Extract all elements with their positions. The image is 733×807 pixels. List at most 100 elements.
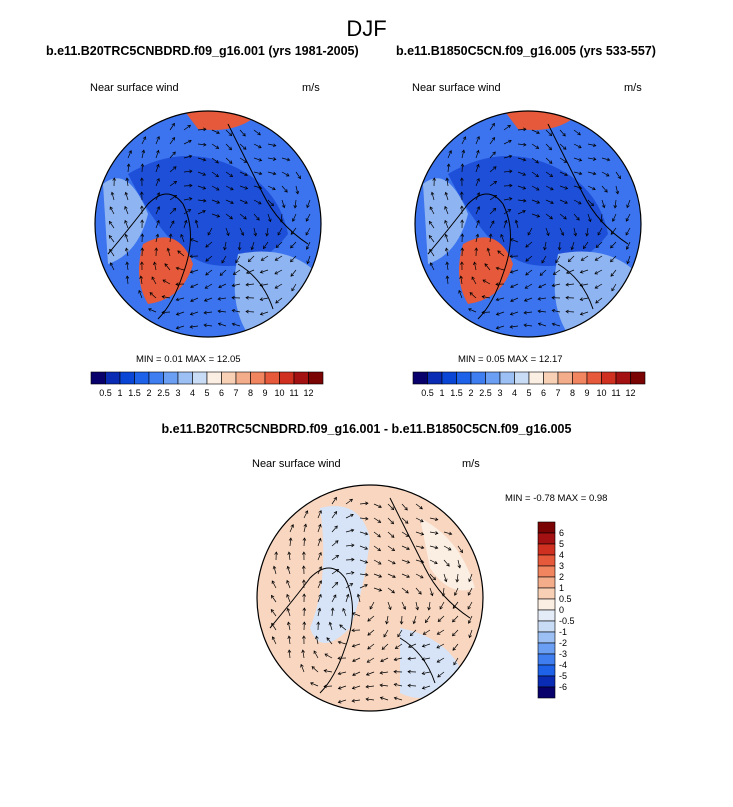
panel-2-colorbar-tick-label: 5 [526,388,531,398]
panel-2-wind-arrowhead [509,324,513,329]
panel-3-wind-arrowhead [379,670,383,675]
panel-2-wind-vector [615,171,621,179]
panel-2-wind-arrowhead [578,201,582,205]
panel-3-wind-arrowhead [366,659,371,663]
panel-3-wind-vector [270,609,277,617]
panel-2-wind-arrowhead [460,163,465,167]
panel-1-wind-vector [239,227,244,236]
panel-3-colorbar-box [537,598,556,611]
panel-2-wind-vector [545,227,549,236]
panel-3-colorbar-box [537,565,556,578]
panel-1-wind-vector [148,308,157,313]
panel-2-wind-arrowhead [579,270,584,274]
panel-2-wind-vector [553,269,561,275]
panel-3-wind-arrowhead [407,669,411,674]
panel-2-wind-vector [484,263,491,271]
panel-1-wind-vector [197,185,206,189]
panel-2-wind-arrowhead [550,186,554,191]
panel-3-colorbar-box [537,587,556,600]
panel-2-wind-vector [475,234,479,243]
panel-1-wind-arrowhead [203,198,207,203]
panel-2-wind-vector [573,143,582,148]
panel-1-wind-vector [295,185,299,194]
panel-1-wind-vector [225,129,232,136]
panel-1-wind-arrowhead [202,186,207,190]
panel-2-wind-vector [559,129,566,137]
panel-2-wind-vector [595,255,603,261]
panel-3-wind-vector [373,531,381,538]
panel-3-wind-arrowhead [274,551,279,555]
panel-3-wind-arrowhead [333,510,338,515]
panel-3-wind-vector [373,517,381,523]
panel-1-wind-vector [190,238,199,243]
panel-1-wind-vector [253,199,262,205]
panel-1-wind-vector [155,220,160,229]
panel-2-wind-vector [444,220,449,229]
panel-1-wind-vector [253,157,262,161]
panel-3-wind-arrowhead [316,621,321,625]
panel-2-wind-arrowhead [552,271,557,275]
panel-2-wind-vector [496,325,505,329]
panel-3-wind-arrowhead [364,583,368,588]
panel-1-wind-vector [232,283,241,287]
panel-3-wind-arrowhead [422,631,427,635]
panel-2-wind-vector [587,157,596,160]
panel-1-wind-arrowhead [231,295,235,300]
panel-3-wind-vector [387,545,395,551]
panel-1-wind-arrowhead [172,207,177,212]
panel-1-wind-arrowhead [202,157,207,162]
panel-3-wind-vector [469,629,473,638]
panel-1-wind-vector [306,199,311,208]
panel-3-wind-vector [452,615,459,623]
panel-1-wind-vector [253,129,261,136]
panel-3-wind-arrowhead [352,658,356,663]
panel-3-wind-vector [468,615,473,624]
panel-1-wind-vector [275,241,283,248]
panel-2-wind-vector [531,143,539,149]
panel-2-wind-vector [460,276,463,285]
panel-1-wind-arrowhead [286,157,291,162]
panel-2-wind-vector [531,185,540,191]
panel-3-wind-vector [373,503,382,508]
panel-2-wind-vector [595,297,603,304]
panel-2-wind-vector [594,283,603,289]
panel-2-min-value: 0.05 [486,354,505,365]
panel-2-wind-arrowhead [611,287,615,292]
panel-2-wind-vector [461,163,463,173]
panel-2-wind-arrowhead [429,262,434,266]
panel-3-field-label: Near surface wind [252,458,341,470]
panel-3-wind-arrowhead [390,506,395,511]
panel-1-wind-arrowhead [151,276,155,281]
panel-3-wind-arrowhead [365,697,369,702]
panel-1-wind-arrowhead [217,309,221,314]
panel-1-wind-vector [155,206,160,215]
panel-2-wind-arrowhead [570,246,575,251]
panel-2-wind-vector [525,255,533,262]
panel-1-wind-vector [141,150,145,159]
panel-2-wind-vector [545,157,553,164]
panel-2-wind-vector [517,171,526,176]
panel-1-wind-vector [126,178,129,187]
panel-1-wind-arrowhead [215,159,219,164]
panel-3-wind-vector [286,594,291,603]
panel-1-wind-arrowhead [142,136,147,140]
panel-3-wind-arrowhead [310,682,314,686]
panel-2-wind-arrowhead [565,295,569,300]
panel-1-wind-arrowhead [272,157,277,161]
panel-2-wind-arrowhead [548,132,553,137]
panel-1-wind-arrowhead [215,187,220,191]
panel-1-wind-vector [305,227,311,236]
panel-3-wind-arrowhead [393,657,398,662]
panel-1-colorbar-tick-label: 12 [303,388,313,398]
panel-2-wind-vector [503,209,511,215]
panel-2-wind-arrowhead [563,216,567,220]
panel-1-wind-vector [218,310,227,313]
panel-1-wind-vector [197,210,206,215]
panel-2-wind-vector [559,185,568,190]
panel-2-wind-vector [544,241,547,250]
panel-1-wind-vector [197,128,206,131]
panel-1-wind-vector [169,166,177,173]
panel-1-wind-arrowhead [161,295,166,299]
panel-1-wind-arrowhead [155,233,160,238]
panel-3-wind-arrowhead [367,646,371,650]
